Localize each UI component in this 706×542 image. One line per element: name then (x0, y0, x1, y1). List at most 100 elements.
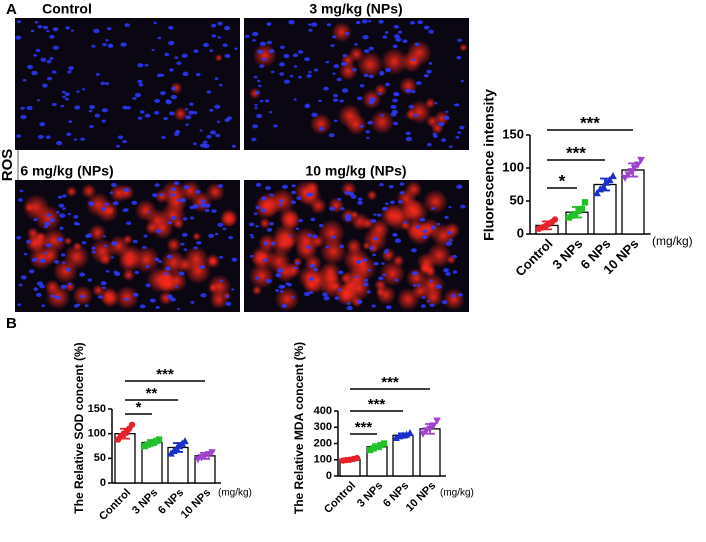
image-title: 3 mg/kg (NPs) (309, 1, 402, 17)
ros-signal (356, 51, 384, 79)
nucleus (216, 120, 221, 124)
nucleus (193, 49, 199, 53)
nucleus (426, 299, 431, 303)
significance-label: * (559, 171, 566, 190)
nucleus (394, 278, 399, 282)
nucleus (328, 133, 335, 138)
ros-signal (422, 189, 448, 215)
nucleus (445, 110, 449, 113)
nucleus (265, 185, 271, 191)
ros-signal (118, 184, 135, 201)
nucleus (455, 103, 460, 107)
ros-signal (309, 112, 333, 136)
nucleus (199, 265, 205, 270)
nucleus (202, 42, 209, 48)
nucleus (196, 241, 202, 245)
nucleus (15, 35, 22, 40)
nucleus (75, 222, 80, 226)
nucleus (456, 184, 463, 189)
nucleus (142, 245, 147, 249)
y-tick-label: 150 (88, 403, 106, 415)
nucleus (139, 304, 146, 309)
nucleus (73, 215, 79, 219)
significance-label: *** (381, 374, 399, 391)
nucleus (420, 304, 426, 308)
ros-signal (72, 241, 82, 251)
nucleus (144, 113, 151, 118)
ros-signal (327, 197, 345, 214)
y-tick-label: 100 (88, 428, 106, 440)
nucleus (155, 229, 162, 234)
ros-signal (274, 286, 300, 312)
nucleus (44, 252, 48, 255)
ros-signal (400, 50, 423, 73)
nucleus (395, 37, 402, 42)
ros-signal (166, 237, 182, 253)
nucleus (249, 233, 254, 237)
nucleus (60, 104, 65, 108)
nucleus (215, 133, 221, 138)
nucleus (173, 181, 180, 186)
nucleus (368, 20, 372, 23)
ros-signal (52, 258, 78, 284)
nucleus (51, 70, 57, 74)
nucleus (421, 296, 426, 299)
ros-signal (426, 242, 452, 268)
nucleus (73, 304, 80, 308)
nucleus (218, 83, 223, 87)
nucleus (291, 184, 296, 188)
nucleus (346, 302, 351, 305)
ros-signal (442, 288, 466, 311)
nucleus (384, 202, 389, 205)
nucleus (278, 284, 284, 289)
nucleus (411, 90, 416, 94)
nucleus (254, 104, 258, 107)
nucleus (61, 90, 66, 94)
nucleus (134, 270, 140, 275)
nucleus (42, 83, 48, 88)
nucleus (62, 207, 66, 210)
nucleus (185, 123, 189, 126)
nucleus (256, 49, 264, 54)
nucleus (158, 260, 163, 263)
nucleus (356, 96, 363, 101)
nucleus (100, 81, 106, 86)
data-point (599, 182, 608, 190)
significance-label: *** (580, 113, 600, 132)
nucleus (192, 204, 199, 209)
nucleus (88, 109, 93, 113)
nucleus (339, 244, 345, 249)
nucleus (309, 263, 316, 268)
nucleus (252, 31, 259, 37)
nucleus (278, 203, 283, 207)
nucleus (174, 132, 180, 136)
nucleus (58, 203, 65, 208)
nucleus (296, 196, 302, 200)
nucleus (323, 296, 330, 301)
nucleus (101, 207, 107, 211)
nucleus (455, 135, 460, 139)
nucleus (43, 225, 48, 229)
nucleus (258, 84, 262, 88)
nucleus (250, 236, 255, 239)
nucleus (66, 132, 72, 137)
nucleus (160, 91, 166, 96)
nucleus (163, 116, 168, 121)
nucleus (222, 227, 227, 231)
ros-signal (208, 283, 218, 293)
nucleus (105, 269, 110, 273)
nucleus (28, 269, 35, 274)
data-point (578, 205, 585, 213)
nucleus (199, 202, 207, 208)
ros-signal (334, 282, 359, 307)
nucleus (181, 53, 188, 58)
nucleus (251, 137, 257, 142)
nucleus (437, 122, 445, 127)
nucleus (417, 20, 423, 25)
nucleus (143, 234, 148, 238)
nucleus (155, 306, 160, 309)
nucleus (68, 120, 73, 123)
nucleus (42, 25, 49, 30)
row-label: ROS (0, 149, 16, 182)
